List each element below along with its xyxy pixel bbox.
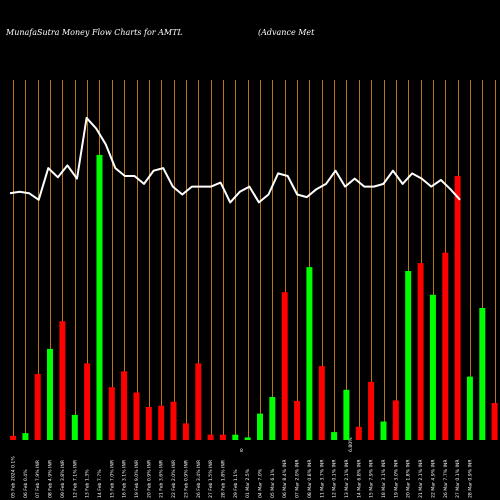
bar bbox=[269, 397, 276, 440]
x-tick-label: 06 Feb 0.4% bbox=[23, 469, 29, 498]
bar bbox=[257, 413, 263, 440]
x-tick-label: 26 Feb 3.4% INR bbox=[196, 459, 202, 498]
x-tick-label: 14 Mar 6.8% INR bbox=[356, 459, 362, 498]
x-tick-label: 19 Feb 9.0% INR bbox=[134, 459, 140, 498]
x-tick-label: 15 Mar 7.9% INR bbox=[369, 459, 375, 498]
x-tick-label: 23 Feb 0.9% INR bbox=[183, 459, 189, 498]
bar bbox=[442, 252, 449, 440]
bar bbox=[466, 376, 473, 440]
bar bbox=[318, 366, 325, 440]
bar bbox=[355, 426, 362, 440]
x-tick-label: 20 Feb 0.9% INR bbox=[146, 459, 152, 498]
x-tick-label: 07 Mar 2.0% INR bbox=[295, 459, 301, 498]
bar bbox=[182, 423, 189, 440]
bar bbox=[417, 263, 424, 440]
bar bbox=[491, 403, 498, 440]
x-tick-label: 09 Feb 3.8% INR bbox=[60, 459, 66, 498]
x-tick-label: 08 Mar 0.8% INR bbox=[307, 459, 313, 498]
x-tick-label: 12 Mar 0.1% INR bbox=[332, 459, 338, 498]
bar bbox=[392, 400, 399, 440]
bar bbox=[331, 432, 338, 440]
bar bbox=[343, 389, 350, 440]
bar bbox=[405, 271, 412, 440]
bar bbox=[219, 434, 226, 440]
x-tick-label: 12 Feb 7.1% INR bbox=[72, 459, 78, 498]
x-tick-label: 22 Feb 2.0% INR bbox=[171, 459, 177, 498]
x-tick-label: 05 Feb 2024 0.1% bbox=[11, 456, 17, 498]
x-tick-label: 19 Mar 3.0% INR bbox=[393, 459, 399, 498]
x-tick-label: 15 Feb 7.0% INR bbox=[109, 459, 115, 498]
x-tick-label: 21 Feb 3.6% INR bbox=[159, 459, 165, 498]
bar bbox=[10, 435, 16, 440]
x-tick-label: 26 Mar 7.7% INR bbox=[443, 459, 449, 498]
x-tick-label: 13 Mar 2.1% INR bbox=[344, 459, 350, 498]
bar bbox=[429, 294, 436, 440]
x-tick-label: 28 Mar 0.9% INR bbox=[467, 459, 473, 498]
annotation-label: 6.80% bbox=[348, 437, 354, 452]
x-tick-label: 05 Mar 6.1% bbox=[270, 468, 276, 498]
bar bbox=[170, 401, 177, 440]
x-tick-label: 21 Mar 2.1% INR bbox=[418, 459, 424, 498]
bar bbox=[306, 267, 313, 440]
x-tick-label: 29 Feb 1.1% bbox=[233, 469, 239, 498]
chart-subtitle: (Advance Met bbox=[258, 28, 315, 37]
money-flow-line bbox=[9, 116, 461, 204]
bar bbox=[71, 414, 78, 440]
bar bbox=[158, 405, 165, 440]
bar bbox=[84, 363, 91, 440]
bar bbox=[195, 363, 202, 440]
x-tick-label: 06 Mar 8.4% INR bbox=[282, 459, 288, 498]
bar bbox=[96, 154, 103, 440]
x-tick-label: 14 Feb 7.7% bbox=[97, 469, 103, 498]
bar bbox=[22, 433, 29, 440]
bar bbox=[232, 434, 239, 440]
x-tick-label: 11 Mar 3.7% INR bbox=[319, 459, 325, 498]
bar bbox=[133, 392, 140, 440]
bar bbox=[34, 374, 41, 440]
x-tick-labels: 05 Feb 2024 0.1% 06 Feb 0.4% 07 Feb 7.9% I… bbox=[11, 456, 474, 498]
bar bbox=[479, 308, 486, 440]
x-tick-label: 08 Feb 4.9% INR bbox=[48, 459, 54, 498]
bar bbox=[207, 434, 214, 440]
x-tick-label: 20 Mar 1.8% INR bbox=[406, 459, 412, 498]
x-tick-label: 27 Mar 0.1% INR bbox=[455, 459, 461, 498]
bar bbox=[294, 400, 301, 440]
x-tick-label: 13 Feb 1.3% bbox=[85, 469, 91, 498]
x-tick-label: 01 Mar 2.5% bbox=[245, 468, 251, 498]
x-tick-label: 04 Mar 7.0% bbox=[258, 468, 264, 498]
x-tick-label: 22 Mar 4.9% INR bbox=[430, 459, 436, 498]
x-tick-label: 27 Feb 1.5% INR bbox=[208, 459, 214, 498]
bar bbox=[121, 371, 128, 440]
bar bbox=[47, 348, 53, 440]
bar bbox=[281, 292, 288, 440]
bar-series bbox=[10, 154, 498, 440]
bar bbox=[108, 387, 115, 440]
x-tick-label: 16 Feb 3.1% INR bbox=[122, 459, 128, 498]
bar bbox=[59, 321, 66, 440]
x-tick-label: 28 Feb 1.8% INR bbox=[220, 459, 226, 498]
bar bbox=[145, 407, 152, 440]
x-tick-label: 07 Feb 7.9% INR bbox=[35, 459, 41, 498]
chart-title: MunafaSutra Money Flow Charts for AMTL bbox=[5, 28, 183, 37]
bar bbox=[380, 421, 387, 440]
bar bbox=[454, 176, 461, 440]
annotation-label: 8 bbox=[240, 448, 243, 454]
bar bbox=[368, 381, 375, 440]
x-tick-label: 18 Mar 3.1% INR bbox=[381, 459, 387, 498]
bar bbox=[244, 437, 251, 440]
